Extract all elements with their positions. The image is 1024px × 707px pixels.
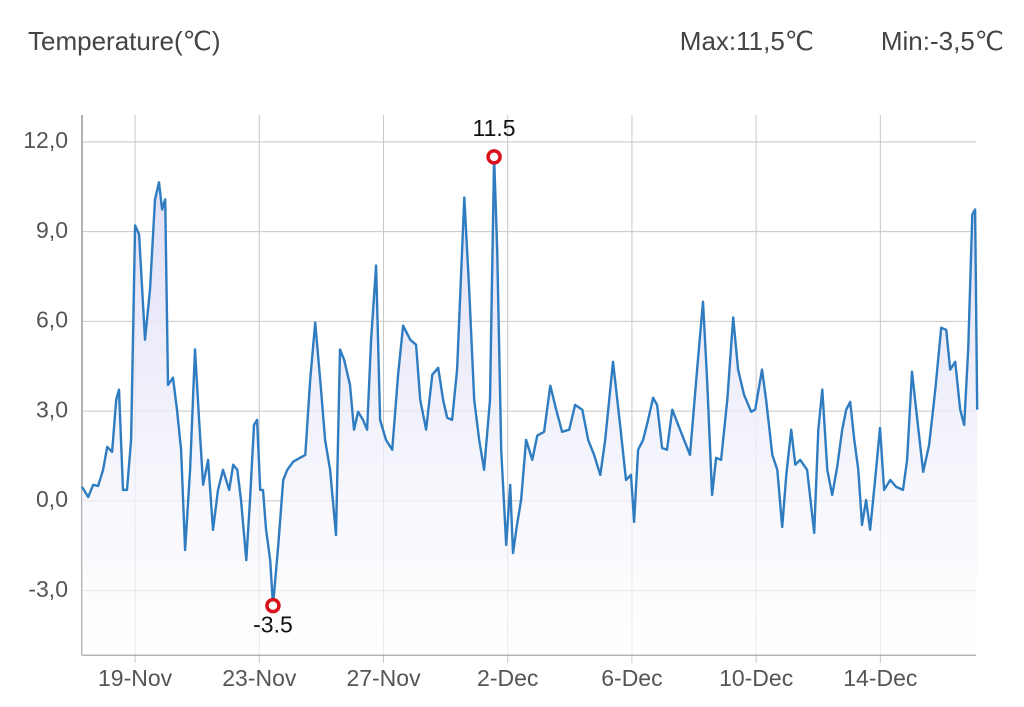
- x-tick-label: 23-Nov: [222, 665, 297, 691]
- extreme-marker: [265, 597, 281, 614]
- y-tick-label: 9,0: [36, 217, 68, 243]
- x-tick-label: 2-Dec: [477, 665, 538, 691]
- line: [80, 155, 979, 607]
- y-tick-label: 0,0: [36, 486, 68, 512]
- x-tick-label: 6-Dec: [601, 665, 662, 691]
- x-tick-label: 14-Dec: [843, 665, 917, 691]
- y-tick-label: 6,0: [36, 307, 68, 333]
- extreme-marker: [486, 149, 502, 165]
- x-tick-label: 10-Dec: [719, 665, 793, 691]
- max-label: Max:11,5℃: [680, 26, 814, 56]
- plot: -3,0 0,0 3,0 6,0 9,0 12,0 19-Nov 23-Nov 27-Nov 2-…: [23, 115, 979, 691]
- y-tick-label: 12,0: [23, 127, 68, 153]
- area: [82, 156, 978, 655]
- x-tick-label: 19-Nov: [98, 665, 173, 691]
- chart-title: Temperature(℃): [28, 26, 220, 56]
- extreme-label: 11.5: [473, 115, 516, 141]
- y-tick-label: -3,0: [28, 576, 68, 602]
- extreme-label: -3.5: [253, 612, 293, 638]
- x-tick-label: 27-Nov: [346, 665, 421, 691]
- y-tick-label: 3,0: [36, 396, 68, 422]
- min-label: Min:-3,5℃: [881, 26, 1004, 56]
